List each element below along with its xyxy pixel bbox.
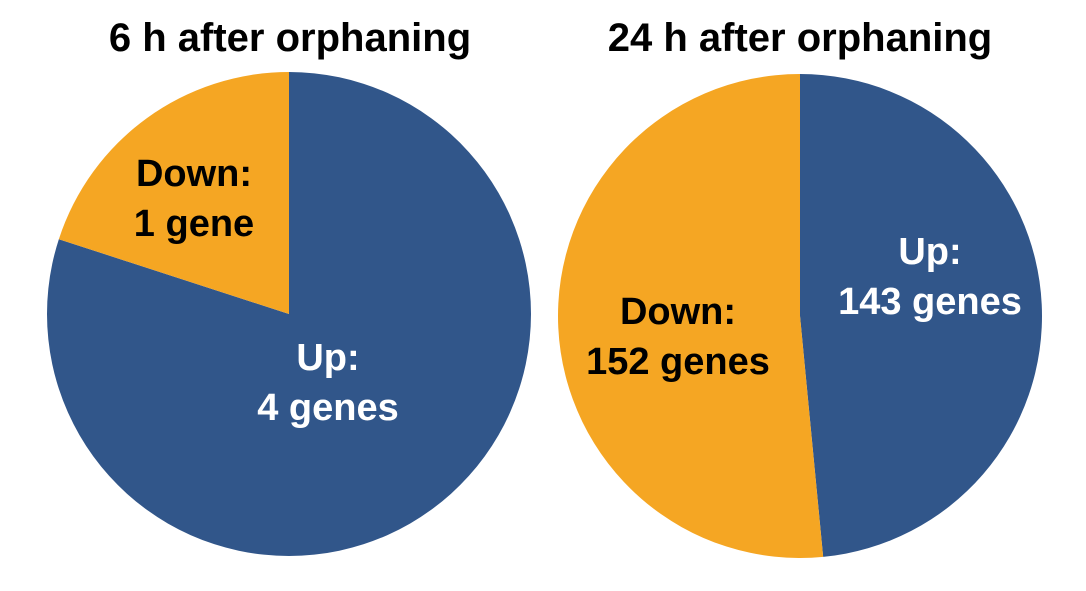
slice-label-down-24h-line2: 152 genes: [586, 341, 770, 383]
slice-label-up-24h-line2: 143 genes: [838, 281, 1022, 323]
pie-slice-up-6h: [46, 72, 531, 556]
pie-slice-down-6h: [58, 72, 289, 314]
slice-label-down-6h-line2: 1 gene: [134, 203, 254, 245]
chart-title-6h: 6 h after orphaning: [108, 16, 472, 60]
slice-label-down-6h: Down: 1 gene: [134, 153, 254, 245]
slice-label-up-6h-line2: 4 genes: [257, 387, 399, 429]
slice-label-down-24h: Down: 152 genes: [586, 291, 770, 383]
slice-label-down-6h-line1: Down:: [136, 153, 252, 195]
slice-label-up-6h: Up: 4 genes: [257, 337, 399, 429]
pie-slice-up-24h: [800, 74, 1042, 557]
slice-label-up-24h-line1: Up:: [898, 231, 961, 273]
slice-label-down-24h-line1: Down:: [620, 291, 736, 333]
slice-label-up-6h-line1: Up:: [296, 337, 359, 379]
slice-label-up-24h: Up: 143 genes: [838, 231, 1022, 323]
chart-title-24h: 24 h after orphaning: [607, 16, 993, 60]
pie-slice-down-24h: [557, 74, 824, 559]
